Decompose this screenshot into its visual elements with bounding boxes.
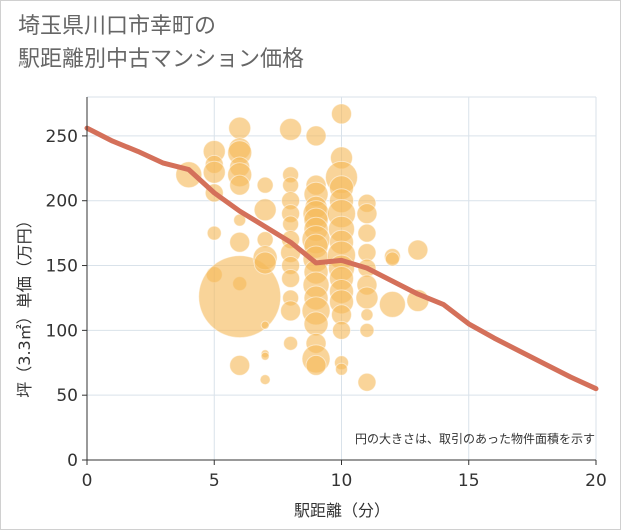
trend-layer [84, 125, 599, 392]
data-point [233, 213, 247, 227]
data-point [228, 116, 252, 140]
data-point [256, 231, 274, 249]
data-point [359, 322, 375, 338]
axes: 0 50 100 150 200 250 0 5 10 15 20 [46, 97, 607, 491]
data-point [259, 374, 271, 386]
data-point [378, 290, 406, 318]
data-point [360, 308, 374, 322]
data-point [357, 372, 377, 392]
data-point [355, 286, 379, 310]
data-point [253, 198, 277, 222]
x-tick-label: 20 [585, 471, 607, 491]
data-point [357, 223, 377, 243]
data-point [202, 160, 226, 184]
title-line-2: 駅距離別中古マンション価格 [18, 47, 305, 72]
data-point [198, 255, 282, 339]
data-point [331, 103, 352, 125]
data-point [303, 311, 329, 337]
x-tick-label: 10 [331, 471, 353, 491]
x-tick-label: 0 [82, 471, 93, 491]
data-point [283, 335, 299, 351]
data-point [206, 225, 222, 241]
data-point [229, 354, 251, 376]
x-tick-label: 15 [458, 471, 480, 491]
data-point [282, 176, 300, 194]
data-point [256, 176, 274, 194]
data-point [305, 125, 327, 147]
data-point [282, 215, 300, 233]
x-tick-label: 5 [209, 471, 220, 491]
data-point [305, 354, 327, 376]
y-axis-label: 坪（3.3㎡）単価（万円） [15, 212, 34, 397]
y-tick-label: 150 [46, 257, 78, 277]
data-point [332, 320, 351, 340]
x-axis-label: 駅距離（分） [294, 501, 390, 520]
data-point [356, 203, 378, 225]
data-point [260, 351, 270, 361]
size-note: 円の大きさは、取引のあった物件面積を示す [355, 431, 595, 446]
data-point [279, 117, 303, 141]
data-point [384, 251, 400, 267]
trend-line [84, 125, 599, 392]
y-tick-label: 250 [46, 127, 78, 147]
chart-title: 埼玉県川口市幸町の 駅距離別中古マンション価格 [18, 10, 304, 76]
data-point [335, 362, 348, 376]
data-point [407, 239, 429, 261]
y-tick-label: 0 [67, 451, 78, 471]
data-point [281, 269, 301, 288]
data-point [260, 320, 270, 330]
title-line-1: 埼玉県川口市幸町の [18, 14, 217, 39]
y-tick-label: 100 [46, 321, 78, 341]
data-point [280, 300, 302, 322]
y-tick-label: 200 [46, 192, 78, 212]
y-tick-label: 50 [56, 386, 78, 406]
data-point [229, 231, 251, 253]
data-point [229, 174, 251, 196]
data-point [253, 251, 277, 275]
